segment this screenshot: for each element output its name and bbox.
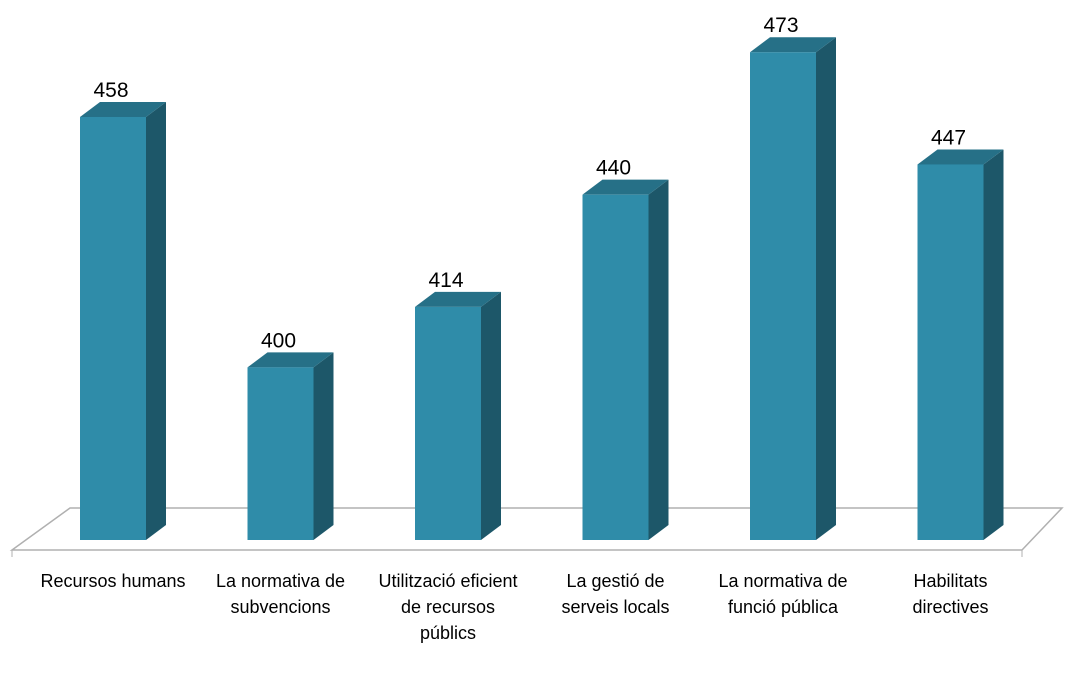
bar [750, 52, 816, 540]
value-label: 440 [596, 157, 631, 180]
bar-side [313, 352, 334, 540]
bar [80, 116, 146, 540]
bar-side [481, 291, 501, 540]
value-label: 447 [931, 126, 966, 149]
bar-side [983, 149, 1004, 540]
bar-top [582, 179, 669, 195]
bar-top [247, 352, 334, 368]
bar [582, 194, 649, 540]
bar-top [415, 291, 501, 307]
bar [415, 306, 481, 540]
floor [9, 507, 1064, 551]
bar-side [816, 37, 836, 540]
bar-side [648, 179, 669, 540]
value-label: 473 [763, 14, 798, 37]
x-tick-label: La normativa de funció pública [718, 571, 848, 617]
bar-top [917, 149, 1004, 165]
bar-side [146, 101, 166, 540]
x-tick-label: La gestió de serveis locals [561, 571, 670, 617]
x-tick-label: Recursos humans [40, 571, 186, 591]
value-label: 414 [428, 269, 463, 292]
value-label: 400 [261, 329, 296, 352]
bar-top [750, 37, 836, 53]
bar [917, 164, 984, 540]
x-tick-label: Habilitats directives [912, 571, 989, 617]
bar [247, 367, 314, 540]
x-tick-label: Utilització eficient de recursos públics [378, 571, 518, 643]
bar-top [80, 101, 166, 117]
x-tick-label: La normativa de subvencions [215, 571, 346, 617]
value-label: 458 [93, 79, 128, 102]
